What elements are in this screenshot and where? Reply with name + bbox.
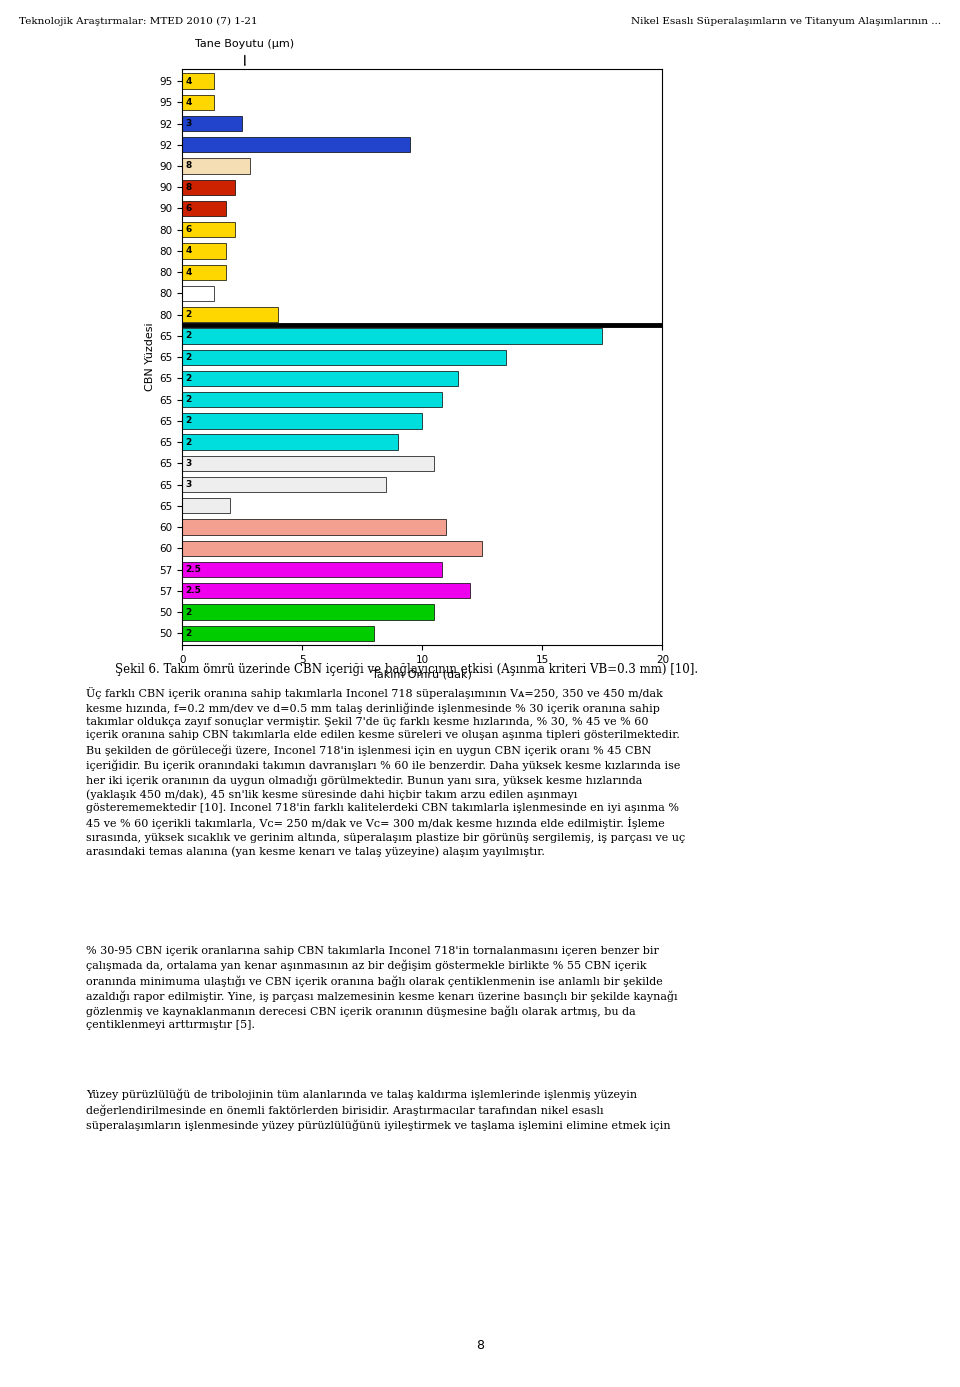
Text: 4: 4	[185, 76, 192, 86]
Text: % 30-95 CBN içerik oranlarına sahip CBN takımlarla Inconel 718'in tornalanmasını: % 30-95 CBN içerik oranlarına sahip CBN …	[86, 946, 678, 1031]
Bar	[182, 201, 226, 216]
Bar	[182, 541, 482, 556]
Bar	[182, 265, 226, 280]
Text: 3: 3	[185, 480, 192, 490]
Bar	[182, 456, 434, 472]
Bar	[182, 137, 411, 153]
Bar	[182, 413, 422, 429]
Text: Tane Boyutu (μm): Tane Boyutu (μm)	[195, 39, 295, 49]
Text: 4: 4	[185, 268, 192, 276]
Text: 6: 6	[185, 204, 192, 214]
Bar	[182, 307, 278, 322]
Bar	[182, 498, 230, 513]
Text: Teknolojik Araştırmalar: MTED 2010 (7) 1-21: Teknolojik Araştırmalar: MTED 2010 (7) 1…	[19, 17, 258, 26]
Bar	[182, 222, 235, 237]
Text: 3: 3	[185, 459, 192, 467]
Bar	[182, 74, 214, 89]
Y-axis label: CBN Yüzdesi: CBN Yüzdesi	[145, 323, 156, 391]
Bar	[182, 370, 459, 386]
Bar	[182, 626, 374, 641]
Bar	[182, 243, 226, 258]
Text: 2: 2	[185, 331, 192, 340]
Text: 2.5: 2.5	[185, 587, 202, 595]
Bar	[182, 179, 235, 196]
Text: 2: 2	[185, 352, 192, 362]
Bar	[182, 329, 603, 344]
Text: 2: 2	[185, 374, 192, 383]
Text: 8: 8	[185, 161, 192, 171]
Text: 4: 4	[185, 247, 192, 255]
Text: 2: 2	[185, 628, 192, 638]
Bar	[182, 94, 214, 110]
Bar	[182, 477, 386, 492]
Bar	[182, 605, 434, 620]
Text: 4: 4	[185, 97, 192, 107]
Text: 2: 2	[185, 416, 192, 426]
X-axis label: Takım Ömrü (dak): Takım Ömrü (dak)	[372, 669, 472, 680]
Bar	[182, 286, 214, 301]
Text: Nikel Esaslı Süperalaşımların ve Titanyum Alaşımlarının ...: Nikel Esaslı Süperalaşımların ve Titanyu…	[631, 17, 941, 25]
Text: 2: 2	[185, 395, 192, 404]
Bar	[182, 117, 242, 132]
Bar	[182, 519, 446, 535]
Text: 2: 2	[185, 311, 192, 319]
Bar	[182, 393, 442, 408]
Text: 2: 2	[185, 608, 192, 617]
Bar	[182, 434, 398, 449]
Text: 3: 3	[185, 119, 192, 128]
Bar	[182, 562, 442, 577]
Bar	[182, 350, 507, 365]
Text: 2.5: 2.5	[185, 565, 202, 574]
Text: Şekil 6. Takım ömrü üzerinde CBN içeriği ve bağlayıcının etkisi (Aşınma kriteri : Şekil 6. Takım ömrü üzerinde CBN içeriği…	[115, 663, 698, 675]
Text: 2: 2	[185, 438, 192, 447]
Bar	[182, 583, 470, 598]
Text: 8: 8	[185, 183, 192, 191]
Text: 6: 6	[185, 225, 192, 234]
Text: Yüzey pürüzlülüğü de tribolojinin tüm alanlarında ve talaş kaldırma işlemlerinde: Yüzey pürüzlülüğü de tribolojinin tüm al…	[86, 1089, 671, 1130]
Text: 8: 8	[476, 1340, 484, 1352]
Text: Üç farklı CBN içerik oranına sahip takımlarla Inconel 718 süperalaşımının Vᴀ=250: Üç farklı CBN içerik oranına sahip takım…	[86, 687, 685, 857]
Bar	[182, 158, 250, 173]
